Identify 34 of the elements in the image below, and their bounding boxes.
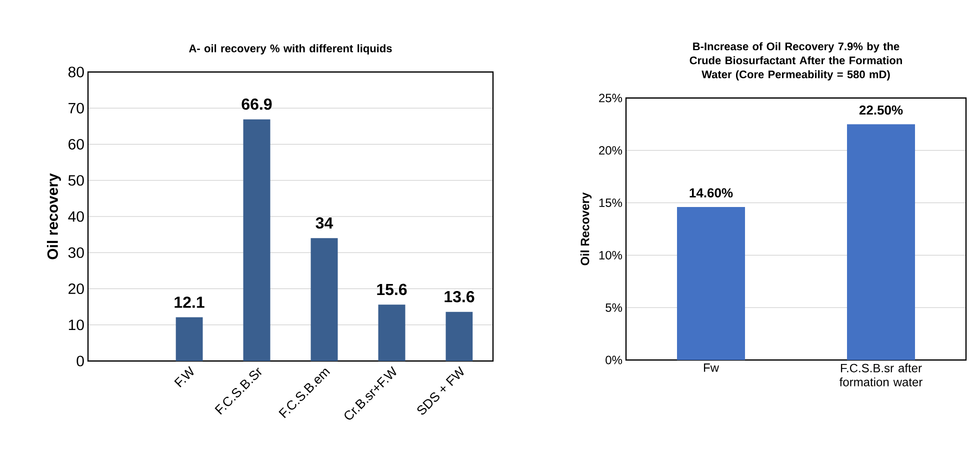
y-tick-label: 70 bbox=[68, 102, 84, 114]
y-tick-label: 25% bbox=[599, 94, 622, 102]
y-tick-label: 10 bbox=[68, 320, 84, 330]
bar bbox=[310, 238, 338, 361]
y-tick-label: 60 bbox=[68, 138, 84, 150]
y-tick-label: 0 bbox=[76, 356, 84, 366]
bar bbox=[446, 312, 473, 361]
y-tick-label: 0% bbox=[606, 356, 622, 364]
y-tick-label: 20% bbox=[599, 146, 622, 155]
data-label: 34 bbox=[316, 217, 334, 229]
x-tick-label: F.C.S.B.sr after formation water bbox=[840, 364, 922, 386]
bar bbox=[243, 119, 270, 361]
y-tick-label: 40 bbox=[68, 211, 84, 222]
data-label: 12.1 bbox=[174, 296, 204, 308]
chart-title: A- oil recovery % with different liquids bbox=[189, 44, 392, 54]
y-tick-label: 10% bbox=[599, 250, 622, 260]
data-label: 15.6 bbox=[377, 284, 407, 296]
bar bbox=[378, 304, 406, 361]
data-label: 14.60% bbox=[690, 188, 733, 198]
y-tick-label: 15% bbox=[599, 198, 622, 208]
chart-title: B-Increase of Oil Recovery 7.9% by the Crude Biosurfactant After the Formation Water (Core Permeability = 580 mD) bbox=[690, 42, 902, 80]
data-label: 13.6 bbox=[444, 290, 474, 302]
y-tick-label: 20 bbox=[68, 283, 84, 294]
y-tick-label: 30 bbox=[68, 247, 84, 258]
y-axis-title: Oil recovery bbox=[46, 173, 61, 260]
x-tick-label: Fw bbox=[704, 364, 720, 372]
y-tick-label: 5% bbox=[606, 303, 622, 312]
y-tick-label: 80 bbox=[68, 66, 84, 78]
x-tick-label: F.W bbox=[174, 366, 194, 388]
data-label: 66.9 bbox=[242, 98, 272, 110]
data-label: 22.50% bbox=[859, 105, 903, 115]
y-axis-title: Oil Recovery bbox=[580, 192, 592, 266]
y-tick-label: 50 bbox=[68, 175, 84, 186]
bar bbox=[176, 317, 203, 361]
